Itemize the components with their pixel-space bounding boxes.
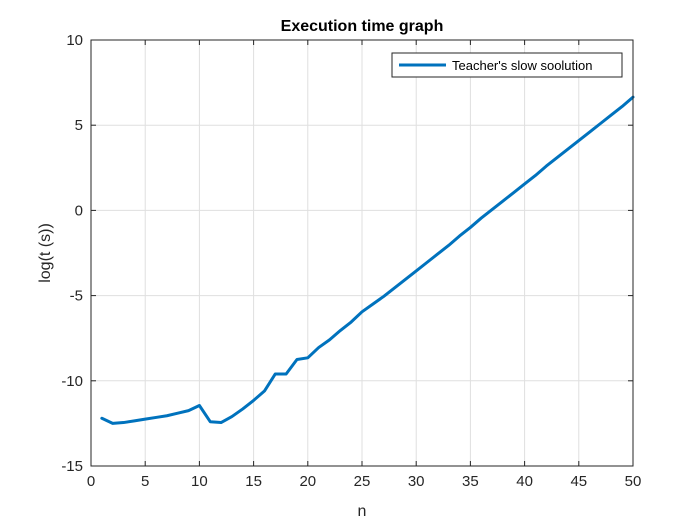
x-tick-label: 40 bbox=[516, 473, 533, 490]
y-tick-label: -5 bbox=[70, 288, 83, 305]
ticks: 0 5 10 15 20 25 30 35 40 45 50 -15 -10 -5 0 5 10 bbox=[61, 32, 641, 490]
y-tick-label: -15 bbox=[61, 458, 83, 475]
y-tick-label: 0 bbox=[75, 202, 83, 219]
x-tick-label: 35 bbox=[462, 473, 479, 490]
x-tick-label: 20 bbox=[299, 473, 316, 490]
x-tick-label: 0 bbox=[87, 473, 95, 490]
y-tick-label: 10 bbox=[66, 32, 83, 49]
y-tick-label: -10 bbox=[61, 373, 83, 390]
x-tick-label: 50 bbox=[625, 473, 642, 490]
y-axis-label: log(t (s)) bbox=[37, 223, 54, 283]
legend: Teacher's slow soolution bbox=[391, 52, 623, 78]
x-tick-label: 30 bbox=[408, 473, 425, 490]
x-tick-label: 25 bbox=[354, 473, 371, 490]
chart-title: Execution time graph bbox=[281, 18, 444, 35]
series-line bbox=[100, 95, 635, 425]
x-tick-label: 5 bbox=[141, 473, 149, 490]
x-axis-label: n bbox=[358, 503, 367, 520]
y-tick-label: 5 bbox=[75, 117, 83, 134]
x-tick-label: 45 bbox=[570, 473, 587, 490]
x-tick-label: 10 bbox=[191, 473, 208, 490]
series-layer bbox=[100, 95, 635, 425]
legend-label: Teacher's slow soolution bbox=[452, 58, 593, 73]
x-tick-label: 15 bbox=[245, 473, 262, 490]
